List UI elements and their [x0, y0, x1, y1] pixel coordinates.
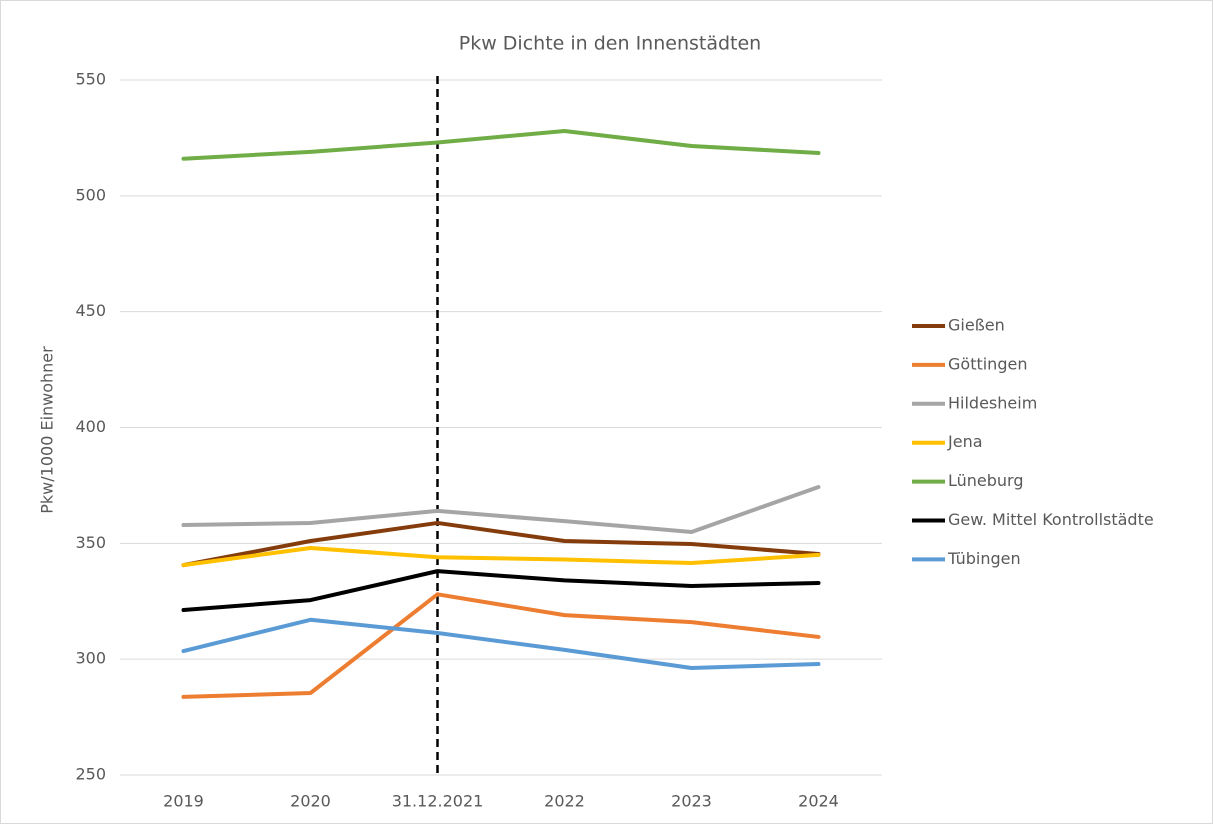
legend-label: Hildesheim	[948, 393, 1037, 412]
series-line	[181, 545, 821, 568]
x-tick-label: 2024	[798, 792, 839, 811]
y-tick-label: 550	[75, 70, 106, 89]
y-tick-label: 500	[75, 185, 106, 204]
series-line	[181, 485, 821, 534]
series-line	[181, 569, 821, 613]
y-tick-label: 450	[75, 301, 106, 320]
series-line	[181, 592, 821, 699]
x-tick-label: 2020	[290, 792, 331, 811]
y-tick-label: 300	[75, 649, 106, 668]
x-tick-label: 31.12.2021	[392, 792, 484, 811]
chart-title: Pkw Dichte in den Innenstädten	[459, 33, 761, 55]
x-tick-label: 2023	[671, 792, 712, 811]
y-tick-label: 350	[75, 533, 106, 552]
legend-label: Tübingen	[947, 549, 1021, 568]
legend-label: Göttingen	[948, 354, 1027, 373]
legend-label: Gießen	[948, 316, 1005, 335]
legend-label: Lüneburg	[948, 471, 1024, 490]
y-axis-label: Pkw/1000 Einwohner	[38, 346, 57, 514]
legend-label: Jena	[947, 432, 983, 451]
series-line	[181, 617, 821, 670]
legend-label: Gew. Mittel Kontrollstädte	[948, 510, 1154, 529]
y-tick-label: 250	[75, 765, 106, 784]
y-tick-label: 400	[75, 417, 106, 436]
x-tick-label: 2019	[163, 792, 204, 811]
series-line	[181, 520, 821, 568]
x-tick-label: 2022	[544, 792, 585, 811]
series-line	[181, 128, 821, 161]
